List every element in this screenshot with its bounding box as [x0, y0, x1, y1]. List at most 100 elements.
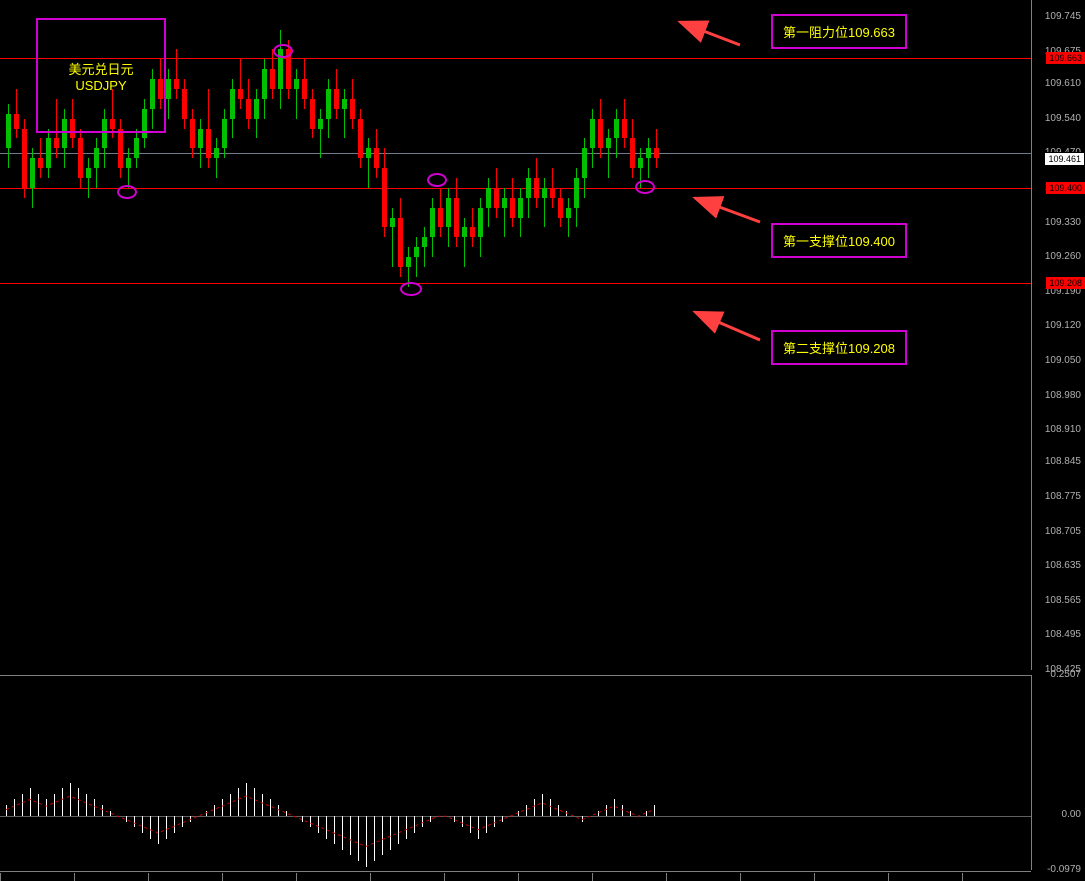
- candlestick: [334, 69, 339, 118]
- macd-indicator-chart[interactable]: [0, 675, 1031, 870]
- candlestick: [134, 129, 139, 169]
- candlestick: [190, 109, 195, 158]
- candlestick: [230, 79, 235, 138]
- candlestick: [294, 69, 299, 118]
- candlestick: [558, 188, 563, 228]
- candlestick: [446, 188, 451, 247]
- candlestick: [310, 89, 315, 138]
- candlestick: [86, 158, 91, 198]
- annotation-box: 第一支撑位109.400: [771, 223, 907, 258]
- indicator-y-tick: 0.2507: [1050, 669, 1081, 680]
- x-axis-tick: [222, 873, 223, 881]
- candlestick: [606, 129, 611, 178]
- candlestick: [494, 168, 499, 217]
- annotation-box: 第二支撑位109.208: [771, 330, 907, 365]
- candlestick: [526, 168, 531, 217]
- candlestick: [6, 104, 11, 168]
- y-axis-tick: 109.330: [1045, 217, 1081, 228]
- price-y-axis: 109.745109.675109.610109.540109.470109.4…: [1031, 0, 1085, 670]
- y-axis-tick: 109.610: [1045, 78, 1081, 89]
- candlestick: [406, 247, 411, 287]
- candlestick: [30, 148, 35, 207]
- x-axis-tick: [74, 873, 75, 881]
- y-axis-tick: 108.495: [1045, 629, 1081, 640]
- pair-title-box: 美元兑日元 USDJPY: [36, 18, 166, 133]
- candlestick: [262, 59, 267, 118]
- candlestick: [550, 168, 555, 208]
- candlestick: [278, 30, 283, 109]
- candlestick: [454, 178, 459, 247]
- candlestick: [654, 129, 659, 169]
- x-axis-tick: [148, 873, 149, 881]
- level-price-label: 109.208: [1046, 277, 1085, 289]
- candlestick: [318, 109, 323, 158]
- candlestick: [94, 138, 99, 187]
- candlestick: [22, 119, 27, 198]
- x-axis-tick: [814, 873, 815, 881]
- candlestick: [542, 178, 547, 227]
- candlestick: [622, 99, 627, 148]
- indicator-y-axis: 0.25070.00-0.0979: [1031, 675, 1085, 870]
- candlestick: [38, 138, 43, 178]
- annotation-box: 第一阻力位109.663: [771, 14, 907, 49]
- candlestick: [342, 89, 347, 138]
- candlestick: [382, 148, 387, 237]
- candlestick: [422, 227, 427, 267]
- x-axis-tick: [888, 873, 889, 881]
- y-axis-tick: 108.635: [1045, 560, 1081, 571]
- candlestick: [126, 148, 131, 188]
- candlestick: [470, 208, 475, 248]
- candlestick: [478, 198, 483, 257]
- y-axis-tick: 108.910: [1045, 424, 1081, 435]
- y-axis-tick: 109.745: [1045, 11, 1081, 22]
- candlestick: [510, 178, 515, 227]
- macd-signal-line: [6, 796, 654, 846]
- indicator-y-tick: 0.00: [1062, 809, 1081, 820]
- candlestick: [198, 119, 203, 168]
- x-axis-tick: [740, 873, 741, 881]
- candlestick: [222, 109, 227, 158]
- indicator-y-tick: -0.0979: [1047, 864, 1081, 875]
- y-axis-tick: 109.050: [1045, 355, 1081, 366]
- current-price-line: [0, 153, 1031, 154]
- circle-marker: [427, 173, 447, 187]
- candlestick: [14, 89, 19, 138]
- y-axis-tick: 108.705: [1045, 526, 1081, 537]
- x-axis-tick: [444, 873, 445, 881]
- x-axis-tick: [370, 873, 371, 881]
- y-axis-tick: 109.540: [1045, 113, 1081, 124]
- circle-marker: [117, 185, 137, 199]
- candlestick: [374, 129, 379, 178]
- candlestick: [350, 79, 355, 128]
- arrow-icon: [680, 22, 740, 45]
- candlestick: [206, 89, 211, 168]
- x-axis-tick: [0, 873, 1, 881]
- candlestick: [574, 168, 579, 227]
- candlestick: [646, 138, 651, 178]
- y-axis-tick: 108.775: [1045, 491, 1081, 502]
- candlestick: [174, 49, 179, 98]
- candlestick: [46, 129, 51, 178]
- candlestick: [182, 79, 187, 128]
- chart-container: 第一阻力位109.663 第一支撑位109.400 第二支撑位109.208 109…: [0, 0, 1085, 881]
- candlestick: [534, 158, 539, 207]
- level-line: [0, 188, 1031, 189]
- candlestick: [366, 138, 371, 187]
- candlestick: [614, 109, 619, 158]
- y-axis-tick: 108.845: [1045, 456, 1081, 467]
- x-axis-tick: [666, 873, 667, 881]
- candlestick: [438, 188, 443, 237]
- candlestick: [630, 119, 635, 178]
- current-price-label: 109.461: [1044, 152, 1085, 166]
- y-axis-tick: 109.260: [1045, 251, 1081, 262]
- candlestick: [502, 188, 507, 237]
- candlestick: [518, 188, 523, 237]
- x-axis-tick: [592, 873, 593, 881]
- circle-marker: [400, 282, 422, 296]
- candlestick: [326, 79, 331, 138]
- candlestick: [486, 178, 491, 227]
- candlestick: [414, 237, 419, 277]
- y-axis-tick: 108.980: [1045, 390, 1081, 401]
- candlestick: [590, 109, 595, 168]
- x-axis: [0, 871, 1031, 881]
